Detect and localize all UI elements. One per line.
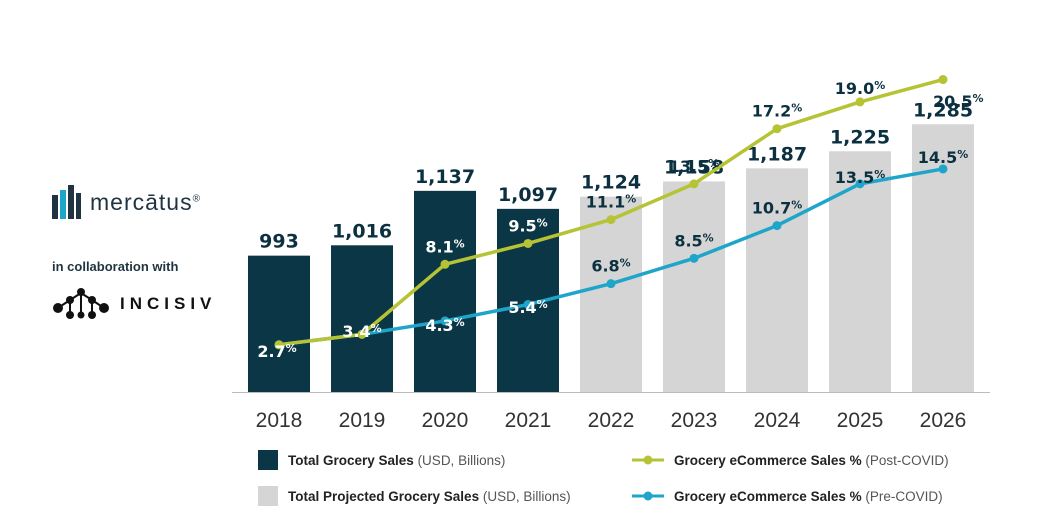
pre-covid-point bbox=[606, 279, 616, 289]
legend-label-bold: Grocery eCommerce Sales % bbox=[674, 489, 862, 504]
percent-symbol: % bbox=[286, 342, 297, 355]
post-covid-value-label: 20.5% bbox=[933, 92, 984, 111]
percent-symbol: % bbox=[957, 148, 968, 161]
percent-symbol: % bbox=[791, 199, 802, 212]
incisiv-logo: INCISIV bbox=[52, 286, 242, 322]
bar-2019 bbox=[331, 245, 393, 392]
legend-swatch bbox=[258, 450, 278, 470]
post-covid-value-label: 13.5% bbox=[669, 157, 720, 176]
post-covid-point bbox=[357, 329, 367, 339]
percent-symbol: % bbox=[454, 316, 465, 329]
pre-covid-value-label: 13.5% bbox=[835, 168, 886, 187]
post-covid-point bbox=[938, 75, 948, 85]
pre-covid-point bbox=[523, 300, 533, 310]
legend-label: Grocery eCommerce Sales % (Pre-COVID) bbox=[674, 489, 943, 504]
legend-marker bbox=[643, 491, 653, 501]
pre-covid-point bbox=[938, 164, 948, 174]
bar-2020 bbox=[414, 190, 476, 392]
bar-2025 bbox=[829, 151, 891, 392]
bar-value-label: 1,187 bbox=[747, 143, 807, 165]
brand-block: mercātus® in collaboration with INCISIV bbox=[52, 185, 242, 322]
legend-label-detail: (Pre-COVID) bbox=[862, 489, 943, 504]
mercatus-logo: mercātus® bbox=[52, 185, 242, 219]
percent-symbol: % bbox=[874, 79, 885, 92]
bar-value-label: 1,137 bbox=[415, 166, 475, 188]
pre-covid-value-label: 10.7% bbox=[752, 199, 803, 218]
legend-item: Grocery eCommerce Sales % (Post-COVID) bbox=[632, 453, 949, 468]
legend-label: Total Grocery Sales (USD, Billions) bbox=[288, 453, 505, 468]
x-tick-label: 2024 bbox=[754, 409, 801, 432]
post-covid-value-label: 11.1% bbox=[586, 193, 637, 212]
percent-symbol: % bbox=[874, 168, 885, 181]
bar-2022 bbox=[580, 196, 642, 392]
legend-item: Grocery eCommerce Sales % (Pre-COVID) bbox=[632, 489, 943, 504]
post-covid-point bbox=[606, 215, 616, 225]
bar-2018 bbox=[248, 255, 310, 392]
mercatus-wordmark: mercātus® bbox=[90, 188, 201, 215]
percent-symbol: % bbox=[708, 157, 719, 170]
post-covid-value-label: 17.2% bbox=[752, 102, 803, 121]
legend-label: Grocery eCommerce Sales % (Post-COVID) bbox=[674, 453, 949, 468]
percent-symbol: % bbox=[537, 298, 548, 311]
post-covid-point bbox=[855, 97, 865, 107]
percent-symbol: % bbox=[791, 102, 802, 115]
bar-value-label: 1,097 bbox=[498, 184, 558, 206]
bar-value-label: 1,016 bbox=[332, 220, 392, 242]
post-covid-point bbox=[689, 179, 699, 189]
percent-symbol: % bbox=[972, 92, 983, 105]
x-tick-label: 2020 bbox=[422, 409, 469, 432]
legend-marker bbox=[643, 455, 653, 465]
bar-value-label: 993 bbox=[259, 231, 299, 253]
post-covid-value-label: 19.0% bbox=[835, 79, 886, 98]
pre-covid-point bbox=[689, 253, 699, 263]
percent-symbol: % bbox=[371, 322, 382, 335]
x-tick-label: 2019 bbox=[339, 409, 386, 432]
x-tick-label: 2025 bbox=[837, 409, 884, 432]
pre-covid-point bbox=[772, 221, 782, 231]
post-covid-point bbox=[772, 124, 782, 134]
collaboration-text: in collaboration with bbox=[52, 259, 179, 274]
bar-value-label: 1,285 bbox=[913, 99, 973, 121]
legend-item: Total Projected Grocery Sales (USD, Bill… bbox=[258, 486, 571, 506]
bar-value-label: 1,124 bbox=[581, 172, 641, 194]
x-tick-label: 2021 bbox=[505, 409, 552, 432]
incisiv-molecule-icon bbox=[53, 288, 109, 319]
percent-symbol: % bbox=[620, 257, 631, 270]
legend-swatch bbox=[258, 486, 278, 506]
bar-value-label: 1,225 bbox=[830, 126, 890, 148]
x-tick-label: 2026 bbox=[920, 409, 967, 432]
pre-covid-point bbox=[855, 179, 865, 189]
post-covid-point bbox=[440, 259, 450, 269]
post-covid-point bbox=[523, 238, 533, 248]
percent-symbol: % bbox=[537, 216, 548, 229]
bar-2023 bbox=[663, 181, 725, 392]
x-tick-label: 2018 bbox=[256, 409, 303, 432]
bar-2024 bbox=[746, 168, 808, 392]
legend-label-detail: (USD, Billions) bbox=[414, 453, 506, 468]
legend-label-detail: (Post-COVID) bbox=[862, 453, 949, 468]
percent-symbol: % bbox=[454, 237, 465, 250]
legend-label-bold: Grocery eCommerce Sales % bbox=[674, 453, 862, 468]
percent-symbol: % bbox=[625, 193, 636, 206]
legend-label: Total Projected Grocery Sales (USD, Bill… bbox=[288, 489, 571, 504]
x-tick-label: 2022 bbox=[588, 409, 635, 432]
x-tick-label: 2023 bbox=[671, 409, 718, 432]
legend-label-detail: (USD, Billions) bbox=[479, 489, 571, 504]
mercatus-bars-icon bbox=[52, 185, 81, 219]
legend-label-bold: Total Grocery Sales bbox=[288, 453, 414, 468]
legend-label-bold: Total Projected Grocery Sales bbox=[288, 489, 479, 504]
pre-covid-value-label: 14.5% bbox=[918, 148, 969, 167]
post-covid-point bbox=[274, 340, 284, 350]
percent-symbol: % bbox=[703, 231, 714, 244]
incisiv-wordmark: INCISIV bbox=[120, 294, 217, 313]
legend-item: Total Grocery Sales (USD, Billions) bbox=[258, 450, 505, 470]
pre-covid-point bbox=[440, 316, 450, 326]
